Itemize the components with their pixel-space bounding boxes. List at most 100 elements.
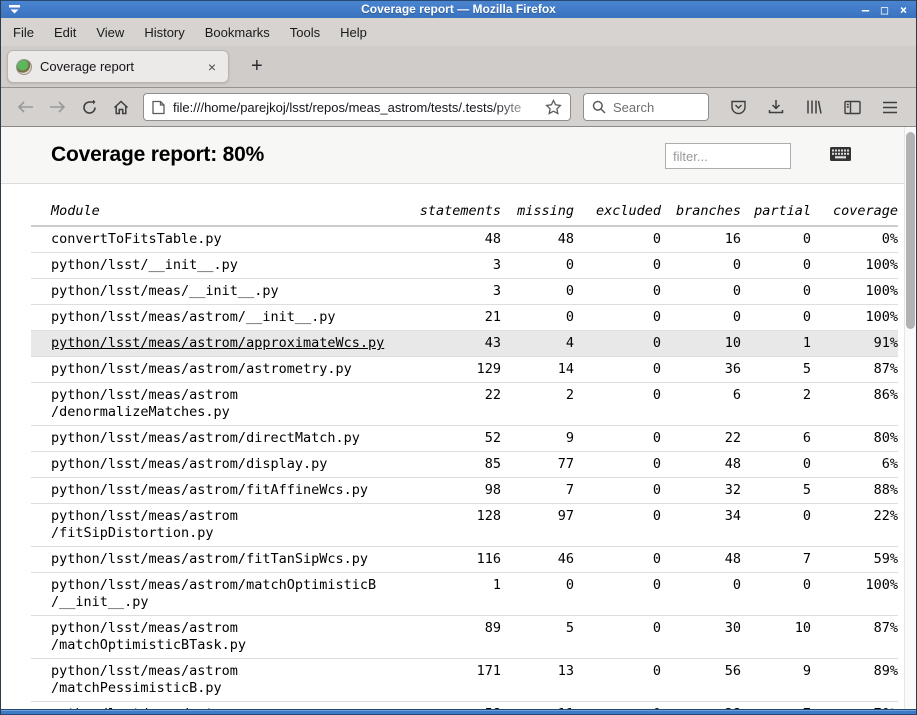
downloads-icon[interactable] (759, 92, 793, 122)
table-row[interactable]: python/lsst/meas/astrom/display.py 85 77 0 4… (31, 451, 898, 478)
module-name[interactable]: python/lsst/meas/astrom/fitTanSipWcs.py (31, 546, 401, 573)
metric-value: 30 (661, 615, 741, 659)
metric-value: 128 (401, 503, 501, 547)
table-row[interactable]: python/lsst/meas/astrom /matchPessimisti… (31, 658, 898, 702)
metric-value: 0% (811, 226, 898, 253)
module-name[interactable]: python/lsst/meas/astrom /matchPessimisti… (31, 658, 401, 702)
column-header-module[interactable]: Module (31, 199, 401, 227)
module-name[interactable]: python/lsst/meas/astrom/approximateWcs.p… (31, 330, 401, 357)
menu-history[interactable]: History (144, 24, 185, 40)
metric-value: 4 (501, 330, 574, 357)
metric-value: 0 (741, 304, 811, 331)
url-bar[interactable]: file:///home/parejkoj/lsst/repos/meas_as… (143, 93, 571, 121)
column-header-coverage[interactable]: coverage (811, 199, 898, 227)
metric-value: 22% (811, 503, 898, 547)
module-name[interactable]: python/lsst/meas/astrom/matchOptimisticB… (31, 572, 401, 616)
bookmark-star-icon[interactable] (545, 99, 562, 115)
metric-value: 0 (574, 615, 661, 659)
metric-value: 1 (741, 330, 811, 357)
search-bar[interactable]: Search (583, 93, 709, 121)
metric-value: 7 (501, 477, 574, 504)
menu-edit[interactable]: Edit (53, 24, 77, 40)
table-row[interactable]: python/lsst/__init__.py 3 0 0 0 0 100% (31, 252, 898, 279)
metric-value: 0 (574, 425, 661, 452)
module-name[interactable]: python/lsst/meas/astrom/fitAffineWcs.py (31, 477, 401, 504)
close-button[interactable]: × (899, 2, 908, 17)
menu-bookmarks[interactable]: Bookmarks (204, 24, 270, 40)
metric-value: 77 (501, 451, 574, 478)
module-name[interactable]: convertToFitsTable.py (31, 226, 401, 253)
table-row[interactable]: python/lsst/meas/astrom/__init__.py 21 0 0 0… (31, 304, 898, 331)
table-row[interactable]: python/lsst/meas/astrom/fitTanSipWcs.py 1… (31, 546, 898, 573)
minimize-button[interactable]: – (861, 2, 870, 17)
column-header-statements[interactable]: statements (401, 199, 501, 227)
table-row[interactable]: python/lsst/meas/astrom/matchOptimisticB… (31, 572, 898, 616)
module-name[interactable]: python/lsst/meas/astrom /fitSipDistortio… (31, 503, 401, 547)
table-row[interactable]: python/lsst/meas/__init__.py 3 0 0 0 0 100% (31, 278, 898, 305)
table-row[interactable]: convertToFitsTable.py 48 48 0 16 0 0% (31, 226, 898, 253)
window-title: Coverage report — Mozilla Firefox (361, 2, 556, 16)
page-content: Coverage report: 80% Modulestatementsmis… (1, 127, 916, 709)
back-button[interactable] (9, 92, 41, 122)
metric-value: 0 (501, 252, 574, 279)
search-placeholder: Search (613, 99, 655, 115)
module-name[interactable]: python/lsst/meas/__init__.py (31, 278, 401, 305)
metric-value: 1 (401, 572, 501, 616)
home-button[interactable] (105, 92, 137, 122)
pocket-icon[interactable] (721, 92, 755, 122)
maximize-button[interactable]: □ (880, 2, 889, 17)
metric-value: 14 (501, 356, 574, 383)
tab-close-icon[interactable]: × (207, 58, 216, 75)
table-row[interactable]: python/lsst/meas/astrom /matchPessimisti… (31, 701, 898, 709)
filter-input[interactable] (665, 143, 791, 169)
column-header-partial[interactable]: partial (741, 199, 811, 227)
metric-value: 0 (574, 572, 661, 616)
metric-value: 86% (811, 382, 898, 426)
table-row[interactable]: python/lsst/meas/astrom /matchOptimistic… (31, 615, 898, 659)
metric-value: 52 (401, 425, 501, 452)
module-name[interactable]: python/lsst/meas/astrom/display.py (31, 451, 401, 478)
metric-value: 6 (741, 425, 811, 452)
module-name[interactable]: python/lsst/meas/astrom/directMatch.py (31, 425, 401, 452)
metric-value: 10 (661, 330, 741, 357)
table-row[interactable]: python/lsst/meas/astrom/directMatch.py 52… (31, 425, 898, 452)
table-row[interactable]: python/lsst/meas/astrom/astrometry.py 129… (31, 356, 898, 383)
metric-value: 0 (574, 356, 661, 383)
hamburger-menu-icon[interactable] (873, 92, 907, 122)
module-name[interactable]: python/lsst/meas/astrom/astrometry.py (31, 356, 401, 383)
window-menu-icon[interactable] (5, 3, 23, 17)
table-row[interactable]: python/lsst/meas/astrom /denormalizeMatc… (31, 382, 898, 426)
column-header-branches[interactable]: branches (661, 199, 741, 227)
column-header-excluded[interactable]: excluded (574, 199, 661, 227)
metric-value: 87% (811, 356, 898, 383)
table-row[interactable]: python/lsst/meas/astrom/fitAffineWcs.py 9… (31, 477, 898, 504)
menu-tools[interactable]: Tools (289, 24, 321, 40)
menu-file[interactable]: File (13, 24, 34, 40)
metric-value: 0 (574, 252, 661, 279)
metric-value: 32 (661, 477, 741, 504)
module-name[interactable]: python/lsst/meas/astrom /matchPessimisti… (31, 701, 401, 709)
new-tab-button[interactable]: + (251, 55, 263, 77)
metric-value: 5 (741, 477, 811, 504)
keyboard-shortcuts-icon[interactable] (830, 147, 851, 161)
module-name[interactable]: python/lsst/meas/astrom /denormalizeMatc… (31, 382, 401, 426)
menu-view[interactable]: View (96, 24, 125, 40)
forward-button[interactable] (41, 92, 73, 122)
tab-coverage-report[interactable]: Coverage report × (7, 50, 229, 83)
metric-value: 36 (661, 356, 741, 383)
metric-value: 0 (574, 330, 661, 357)
menu-help[interactable]: Help (340, 24, 367, 40)
vertical-scrollbar[interactable] (904, 127, 916, 709)
column-header-missing[interactable]: missing (501, 199, 574, 227)
metric-value: 2 (741, 382, 811, 426)
metric-value: 0 (574, 503, 661, 547)
sidebar-icon[interactable] (835, 92, 869, 122)
table-row[interactable]: python/lsst/meas/astrom /fitSipDistortio… (31, 503, 898, 547)
module-name[interactable]: python/lsst/__init__.py (31, 252, 401, 279)
module-name[interactable]: python/lsst/meas/astrom/__init__.py (31, 304, 401, 331)
module-name[interactable]: python/lsst/meas/astrom /matchOptimistic… (31, 615, 401, 659)
scrollbar-thumb[interactable] (906, 132, 915, 329)
library-icon[interactable] (797, 92, 831, 122)
table-row[interactable]: python/lsst/meas/astrom/approximateWcs.p… (31, 330, 898, 357)
reload-button[interactable] (73, 92, 105, 122)
